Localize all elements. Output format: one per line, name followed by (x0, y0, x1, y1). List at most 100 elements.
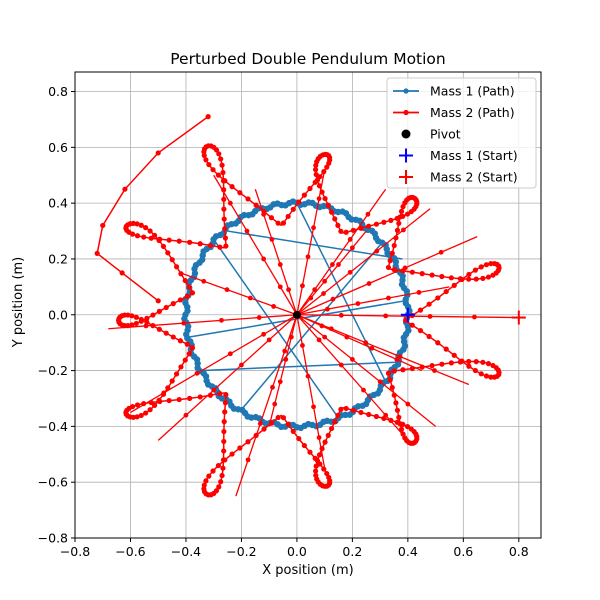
mass-2-point (416, 290, 422, 295)
y-tick-label: −0.8 (38, 531, 68, 546)
mass-2-point (203, 157, 209, 163)
mass-2-point (138, 316, 144, 323)
mass-2-point (277, 379, 283, 385)
mass-2-point (288, 334, 294, 340)
mass-2-point (457, 276, 463, 282)
legend-entry: Mass 1 (Path) (393, 84, 515, 99)
x-tick-label: −0.2 (226, 544, 256, 559)
legend: Mass 1 (Path) Mass 2 (Path) Pivot Mass 1 (S… (386, 77, 537, 189)
y-axis-label: Y position (m) (11, 257, 26, 349)
points-layer (292, 307, 526, 325)
mass-2-point (381, 219, 387, 225)
mass-2-point (448, 360, 454, 366)
mass-2-point (176, 396, 182, 403)
legend-entry: Pivot (401, 127, 461, 142)
mass-2-spoke (296, 236, 478, 316)
mass-2-point (100, 222, 106, 229)
mass-2-point (328, 209, 335, 215)
mass-2-point (404, 424, 411, 430)
mass-2-point (311, 404, 316, 410)
mass-2-point (388, 417, 394, 423)
mass-2-point (435, 340, 441, 346)
mass-2-point (328, 425, 335, 432)
mass-2-point (491, 374, 498, 380)
mass-2-point (321, 466, 327, 472)
mass-2-point (322, 278, 328, 284)
mass-2-point (134, 402, 141, 408)
mass-2-point (316, 196, 322, 202)
mass-2-point (405, 401, 411, 407)
mass-2-point (385, 370, 392, 376)
mass-2-point (396, 414, 402, 420)
mass-2-point (245, 439, 251, 445)
mass-2-point (166, 237, 172, 243)
mass-2-point (435, 295, 441, 301)
mass-2-point (483, 373, 490, 379)
mass-2-point (389, 250, 395, 256)
mass-2-point (338, 312, 344, 318)
mass-2-point (155, 298, 161, 304)
mass-2-point (213, 147, 220, 153)
mass-2-point (350, 407, 356, 413)
mass-2-point (143, 410, 149, 416)
mass-2-point (393, 235, 399, 241)
mass-2-point (349, 357, 355, 362)
mass-2-point (237, 445, 243, 451)
mass-2-point (311, 225, 316, 231)
mass-2-point (429, 272, 435, 278)
mass-2-point (119, 270, 125, 276)
x-tick-label: 0.4 (398, 544, 418, 559)
mass-2-point (312, 468, 319, 474)
mass-2-point (332, 419, 338, 425)
mass-2-point (401, 227, 406, 233)
mass-2-point (316, 183, 323, 189)
mass-2-point (217, 244, 223, 250)
mass-2-point (316, 337, 322, 343)
mass-2-point (391, 392, 397, 398)
mass-2-spoke (296, 314, 326, 469)
mass-2-point (268, 215, 275, 221)
mass-2-point (151, 232, 158, 238)
mass-2-point (189, 290, 196, 296)
mass-2-point (169, 378, 175, 384)
mass-2-point (197, 241, 203, 247)
x-axis: −0.8 −0.6 −0.4 −0.2 0.0 0.2 0.4 0.6 0.8 (60, 538, 529, 559)
mass-1-chord (296, 202, 387, 383)
mass-2-point (439, 361, 445, 367)
mass-2-point (261, 426, 267, 432)
mass-2-point (466, 276, 472, 282)
mass-2-point (426, 301, 432, 307)
mass-2-point (336, 262, 341, 267)
mass-2-point (207, 242, 213, 249)
mass-2-point (270, 384, 275, 390)
mass-2-spoke (296, 188, 387, 316)
mass-2-point (203, 478, 209, 484)
mass-2-point (156, 237, 162, 244)
mass-2-point (343, 229, 349, 235)
mass-2-point (391, 242, 397, 249)
mass-2-point (314, 458, 321, 464)
mass-2-point (419, 364, 425, 370)
mass-2-point (387, 377, 393, 383)
mass-2-point (221, 419, 227, 425)
mass-2-point (325, 306, 330, 312)
mass-2-point (257, 421, 263, 426)
mass-2-point (245, 196, 251, 202)
mass-2-point (138, 222, 144, 228)
mass-1-point (194, 360, 201, 367)
mass-2-point (173, 371, 180, 377)
mass-2-point (219, 162, 225, 168)
mass-2-point (432, 368, 437, 373)
mass-1-chord (240, 244, 381, 411)
mass-2-point (300, 283, 305, 289)
mass-2-point (182, 277, 188, 284)
mass-2-point (207, 392, 213, 398)
mass-2-point (472, 367, 478, 374)
mass-2-point (313, 463, 319, 469)
x-tick-label: −0.8 (60, 544, 90, 559)
mass-2-point (206, 473, 212, 479)
legend-label: Pivot (430, 127, 461, 142)
mass-2-point (130, 220, 136, 226)
mass-2-point (221, 206, 227, 212)
